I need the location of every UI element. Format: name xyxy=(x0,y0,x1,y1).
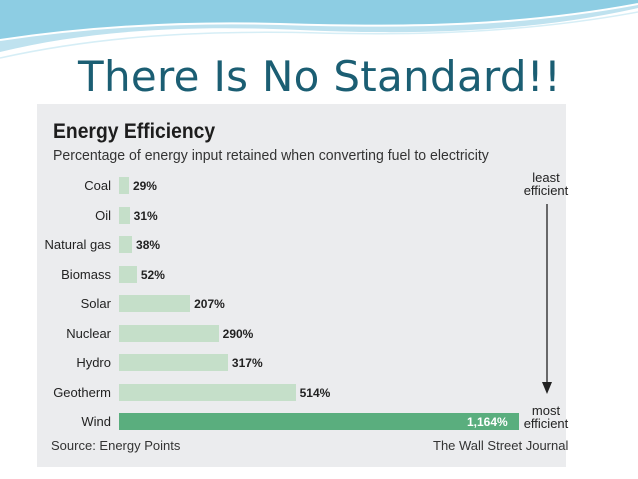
value-label-biomass: 52% xyxy=(140,267,165,282)
chart-source: Source: Energy Points xyxy=(51,438,181,453)
category-label-hydro: Hydro xyxy=(76,355,111,370)
category-label-solar: Solar xyxy=(80,296,111,311)
chart-subtitle: Percentage of energy input retained when… xyxy=(53,147,489,164)
bar-nuclear xyxy=(119,324,219,342)
value-label-wind: 1,164% xyxy=(467,415,508,429)
category-label-geotherm: Geotherm xyxy=(53,384,111,400)
chart-panel xyxy=(37,104,566,467)
category-label-oil: Oil xyxy=(95,207,111,223)
annotation-most-efficient: most efficient xyxy=(523,403,569,431)
annotation-least-efficient: least efficient xyxy=(523,170,569,198)
category-label-coal: Coal xyxy=(84,178,111,193)
slide-title: There Is No Standard!! xyxy=(78,52,562,101)
value-label-hydro: 317% xyxy=(231,356,263,370)
bar-biomass xyxy=(119,265,137,283)
decorative-wave-banner xyxy=(0,0,638,59)
value-label-solar: 207% xyxy=(194,297,225,311)
bar-natural-gas xyxy=(119,236,133,253)
value-label-geotherm: 514% xyxy=(299,385,331,400)
value-label-coal: 29% xyxy=(132,179,157,193)
category-label-biomass: Biomass xyxy=(61,266,111,282)
category-label-nuclear: Nuclear xyxy=(66,325,111,341)
category-label-natural-gas: Natural gas xyxy=(44,237,111,252)
bar-geotherm xyxy=(119,383,296,401)
chart-title: Energy Efficiency xyxy=(53,120,216,143)
bar-wind xyxy=(119,413,519,430)
category-label-wind: Wind xyxy=(81,414,111,429)
value-label-oil: 31% xyxy=(133,208,158,223)
bar-solar xyxy=(119,295,191,312)
down-arrow-icon xyxy=(542,204,552,394)
bar-hydro xyxy=(119,354,228,371)
value-label-nuclear: 290% xyxy=(222,326,254,341)
bar-oil xyxy=(119,206,130,224)
bar-coal xyxy=(119,177,129,194)
chart-publisher: The Wall Street Journal xyxy=(433,438,569,453)
value-label-natural-gas: 38% xyxy=(136,238,161,252)
